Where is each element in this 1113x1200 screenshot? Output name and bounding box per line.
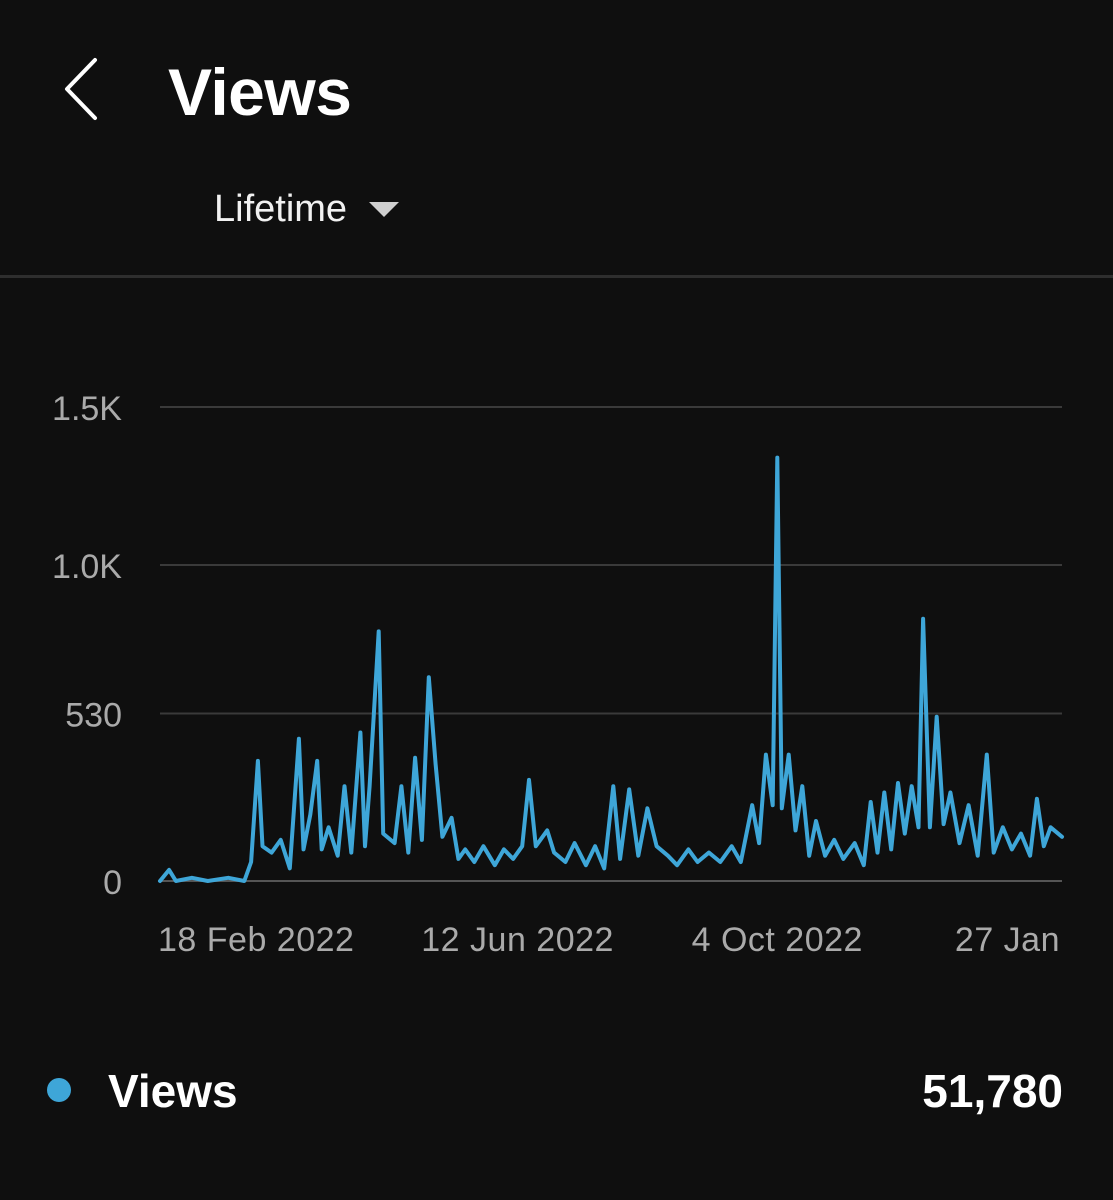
x-tick-label: 4 Oct 2022 xyxy=(692,921,863,959)
page-title: Views xyxy=(168,55,352,129)
y-tick-label: 1.0K xyxy=(52,548,122,586)
legend: Views 51,780 xyxy=(0,1050,1113,1140)
legend-dot xyxy=(47,1078,71,1102)
views-chart: 0 530 1.0K 1.5K 18 Feb 2022 12 Jun 2022 4 Oct … xyxy=(52,390,1064,959)
chevron-left-icon xyxy=(65,58,97,120)
legend-total: 51,780 xyxy=(922,1065,1063,1117)
y-tick-label: 1.5K xyxy=(52,390,122,428)
header: Views Lifetime xyxy=(0,0,1113,276)
period-dropdown[interactable]: Lifetime xyxy=(214,182,400,236)
period-label: Lifetime xyxy=(214,187,348,230)
back-button[interactable] xyxy=(52,50,122,130)
x-tick-label: 18 Feb 2022 xyxy=(158,921,354,959)
header-divider xyxy=(0,275,1113,278)
y-tick-label: 0 xyxy=(103,864,122,902)
x-tick-label: 12 Jun 2022 xyxy=(421,921,614,959)
series-line-0 xyxy=(158,455,1064,883)
caret-down-icon xyxy=(369,201,400,217)
legend-label: Views xyxy=(108,1065,238,1117)
x-tick-label: 27 Jan xyxy=(955,921,1060,959)
y-tick-label: 530 xyxy=(65,697,122,735)
